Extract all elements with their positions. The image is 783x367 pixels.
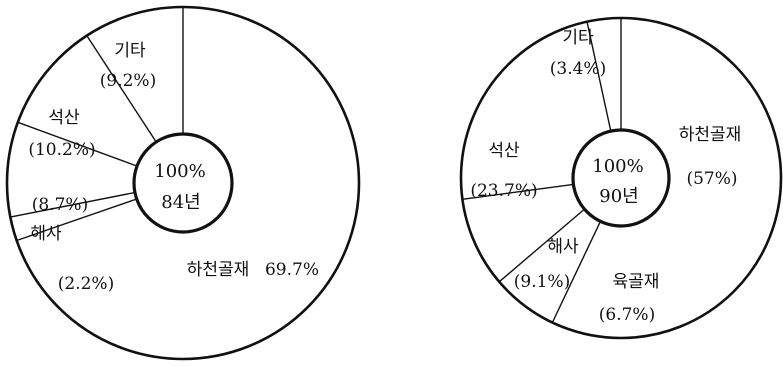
pie-90-value-hacheon: (57%) bbox=[686, 169, 737, 189]
pie-90-center bbox=[571, 128, 671, 228]
pie-90-center-percent: 100% bbox=[592, 156, 643, 177]
pie-84-dividers bbox=[10, 7, 184, 242]
pie-84-slice-boundary-1 bbox=[16, 198, 137, 242]
pie-90-center-year: 90년 bbox=[599, 186, 638, 207]
pie-84-label-gita: 기타 bbox=[114, 41, 146, 61]
pie-90-label-seoksan: 석산 bbox=[488, 141, 520, 161]
pie-84-value-small: (2.2%) bbox=[58, 274, 114, 294]
pie-84-value-haesa: (8.7%) bbox=[32, 195, 88, 215]
pie-90-label-hacheon: 하천골재 bbox=[679, 125, 742, 145]
pie-84-slice-boundary-4 bbox=[86, 35, 157, 143]
pie-chart-90: 100% 90년 기타 (3.4%) 석산 (23.7%) 해사 (9.1%) … bbox=[459, 16, 783, 340]
pie-90-value-gita: (3.4%) bbox=[550, 59, 606, 79]
pie-90-dividers bbox=[462, 18, 622, 323]
pie-84-label-seoksan: 석산 bbox=[48, 108, 80, 128]
pie-90-slice-boundary-2 bbox=[498, 208, 585, 283]
pie-84-label-hacheon: 하천골재 bbox=[187, 260, 250, 280]
pie-84-value-gita: (9.2%) bbox=[100, 71, 156, 91]
pie-84-center-percent: 100% bbox=[154, 161, 205, 182]
pie-90-label-gita: 기타 bbox=[562, 28, 594, 48]
pie-84-slice-boundary-2 bbox=[10, 191, 136, 218]
pie-90-slice-boundary-1 bbox=[551, 221, 602, 323]
pie-90-value-seoksan: (23.7%) bbox=[470, 181, 537, 201]
pie-84-value-seoksan: (10.2%) bbox=[28, 140, 95, 160]
pie-90-slice-boundary-4 bbox=[586, 21, 612, 132]
pie-84-center bbox=[132, 132, 234, 234]
pie-90-label-yuk: 육골재 bbox=[613, 272, 660, 292]
pie-chart-84: 100% 84년 기타 (9.2%) 석산 (10.2%) (8.7%) 해사 … bbox=[5, 5, 361, 361]
pie-90-value-haesa: (9.1%) bbox=[514, 272, 570, 292]
pie-84-slice-boundary-3 bbox=[17, 121, 138, 167]
pie-84-value-hacheon: 69.7% bbox=[265, 260, 319, 280]
pie-84-label-haesa: 해사 bbox=[30, 224, 62, 244]
pie-90-slice-boundary-3 bbox=[462, 183, 574, 200]
pie-90-value-yuk: (6.7%) bbox=[599, 305, 655, 325]
pie-84-center-year: 84년 bbox=[161, 192, 200, 213]
pie-90-label-haesa: 해사 bbox=[547, 237, 579, 257]
